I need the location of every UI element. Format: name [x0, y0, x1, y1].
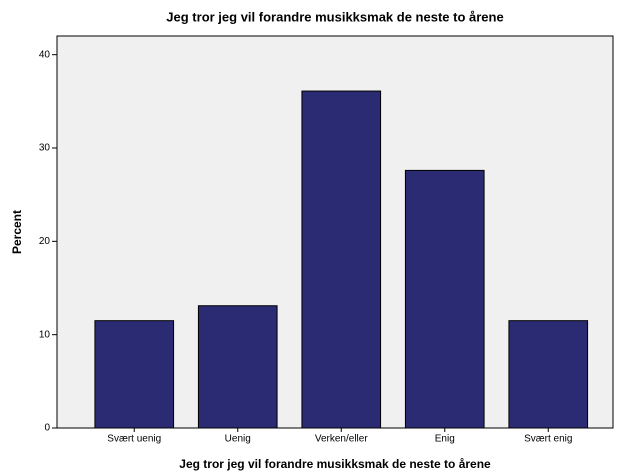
- bar: [197, 305, 278, 429]
- x-tick-label: Enig: [435, 434, 455, 445]
- bar: [301, 90, 382, 429]
- y-tick-label: 0: [44, 423, 50, 434]
- y-tick-label: 10: [39, 329, 51, 340]
- y-tick-label: 40: [39, 49, 51, 60]
- x-tick-label: Uenig: [225, 434, 251, 445]
- bar: [94, 320, 175, 429]
- x-axis-title: Jeg tror jeg vil forandre musikksmak de …: [179, 457, 491, 471]
- y-axis-title: Percent: [10, 210, 24, 254]
- x-tick-label: Svært uenig: [107, 434, 161, 445]
- y-tick-label: 30: [39, 143, 51, 154]
- bar: [508, 320, 589, 429]
- chart-title: Jeg tror jeg vil forandre musikksmak de …: [166, 9, 503, 24]
- bar: [404, 169, 485, 429]
- y-tick-label: 20: [39, 236, 51, 247]
- x-tick-label: Verken/eller: [315, 434, 368, 445]
- x-tick-label: Svært enig: [524, 434, 572, 445]
